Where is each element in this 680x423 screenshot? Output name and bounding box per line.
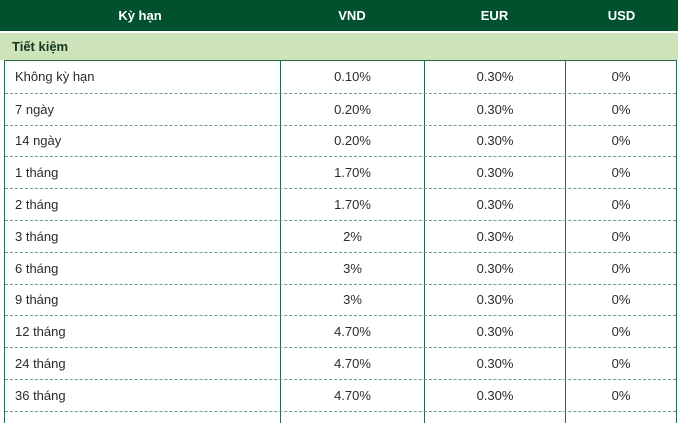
table-row: 12 tháng 4.70% 0.30% 0%	[5, 315, 676, 348]
usd-rate-cell: 0%	[611, 197, 631, 213]
table-row: 3 tháng 2% 0.30% 0%	[5, 219, 676, 252]
vnd-rate-cell: 2%	[281, 220, 425, 252]
eur-rate-cell: 0.30%	[425, 284, 566, 316]
usd-rate-cell: 0%	[611, 101, 631, 117]
usd-rate-cell: 0%	[611, 292, 631, 308]
table-row: 14 ngày 0.20% 0.30% 0%	[5, 124, 676, 157]
term-cell	[5, 411, 281, 423]
usd-rate-cell: 0%	[611, 69, 631, 85]
term-cell: 1 tháng	[5, 157, 281, 189]
eur-rate-cell: 0.30%	[425, 189, 566, 220]
section-title: Tiết kiệm	[12, 39, 69, 54]
term-cell: 36 tháng	[5, 379, 281, 411]
usd-rate-cell: 0%	[611, 165, 631, 181]
table-row: 2 tháng 1.70% 0.30% 0%	[5, 188, 676, 220]
eur-rate-cell	[425, 411, 566, 423]
table-row: 9 tháng 3% 0.30% 0%	[5, 283, 676, 316]
term-cell: 14 ngày	[5, 125, 281, 157]
column-header-usd: USD	[607, 8, 636, 23]
table-row: Không kỳ hạn 0.10% 0.30% 0%	[5, 61, 676, 93]
table-row-partial	[5, 410, 676, 423]
section-header-savings: Tiết kiệm	[0, 33, 678, 60]
table-row: 24 tháng 4.70% 0.30% 0%	[5, 347, 676, 379]
vnd-rate-cell: 4.70%	[281, 379, 425, 411]
table-row: 6 tháng 3% 0.30% 0%	[5, 251, 676, 284]
vnd-rate-cell: 4.70%	[281, 316, 425, 348]
term-cell: 6 tháng	[5, 252, 281, 284]
eur-rate-cell: 0.30%	[425, 157, 566, 189]
usd-rate-cell: 0%	[611, 356, 631, 372]
vnd-rate-cell: 1.70%	[281, 189, 425, 220]
eur-rate-cell: 0.30%	[425, 379, 566, 411]
vnd-rate-cell: 4.70%	[281, 348, 425, 379]
table-row: 36 tháng 4.70% 0.30% 0%	[5, 378, 676, 411]
eur-rate-cell: 0.30%	[425, 61, 566, 93]
term-cell: 12 tháng	[5, 316, 281, 348]
column-header-term: Kỳ hạn	[118, 8, 162, 23]
usd-rate-cell	[566, 412, 676, 423]
vnd-rate-cell: 0.20%	[281, 125, 425, 157]
usd-rate-cell: 0%	[611, 228, 631, 244]
table-header-row: Kỳ hạn VND EUR USD	[0, 0, 678, 31]
vnd-rate-cell: 3%	[281, 284, 425, 316]
term-cell: Không kỳ hạn	[5, 61, 281, 93]
eur-rate-cell: 0.30%	[425, 93, 566, 125]
vnd-rate-cell: 1.70%	[281, 157, 425, 189]
eur-rate-cell: 0.30%	[425, 252, 566, 284]
table-row: 1 tháng 1.70% 0.30% 0%	[5, 156, 676, 189]
term-cell: 3 tháng	[5, 220, 281, 252]
usd-rate-cell: 0%	[611, 133, 631, 149]
eur-rate-cell: 0.30%	[425, 348, 566, 379]
eur-rate-cell: 0.30%	[425, 316, 566, 348]
column-header-eur: EUR	[480, 8, 509, 23]
term-cell: 24 tháng	[5, 348, 281, 379]
eur-rate-cell: 0.30%	[425, 125, 566, 157]
vnd-rate-cell	[281, 411, 425, 423]
term-cell: 2 tháng	[5, 189, 281, 220]
usd-rate-cell: 0%	[611, 260, 631, 276]
vnd-rate-cell: 0.10%	[281, 61, 425, 93]
vnd-rate-cell: 0.20%	[281, 93, 425, 125]
usd-rate-cell: 0%	[611, 324, 631, 340]
term-cell: 7 ngày	[5, 93, 281, 125]
term-cell: 9 tháng	[5, 284, 281, 316]
eur-rate-cell: 0.30%	[425, 220, 566, 252]
vnd-rate-cell: 3%	[281, 252, 425, 284]
column-header-vnd: VND	[338, 8, 366, 23]
usd-rate-cell: 0%	[611, 387, 631, 403]
table-body: Không kỳ hạn 0.10% 0.30% 0% 7 ngày 0.20%…	[4, 60, 677, 423]
table-row: 7 ngày 0.20% 0.30% 0%	[5, 92, 676, 125]
